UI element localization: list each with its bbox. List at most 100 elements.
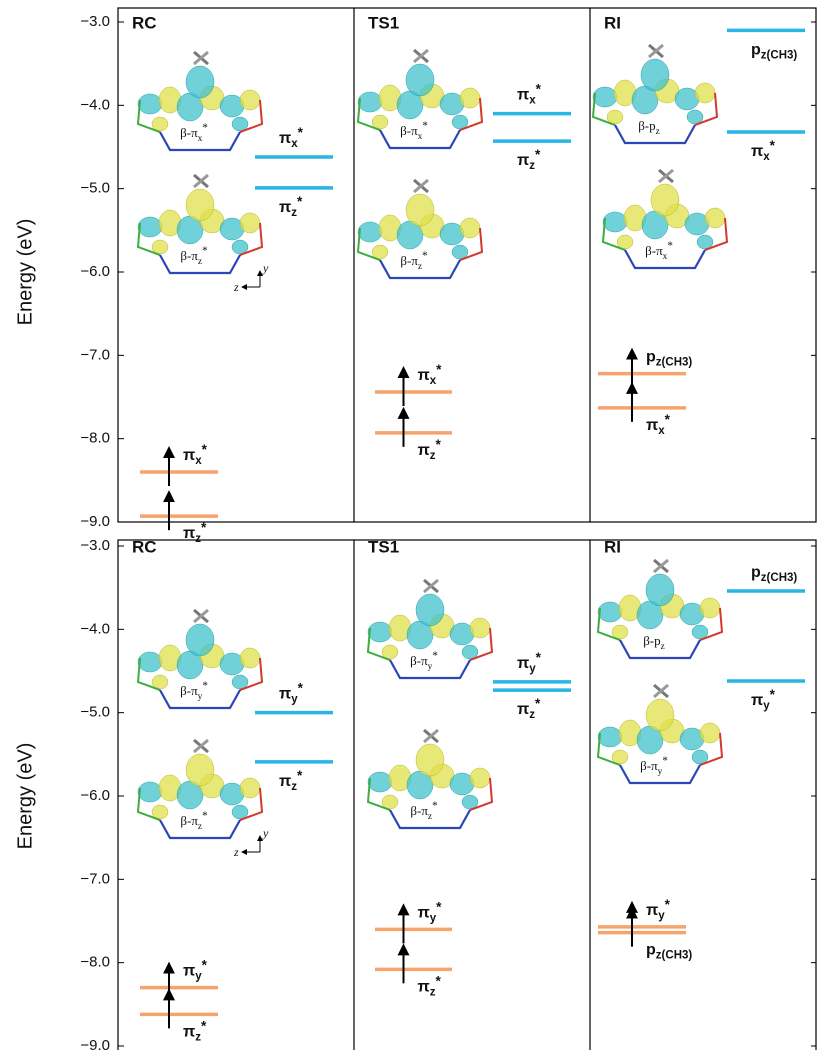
lobe: [138, 782, 162, 802]
level-label-sub: y: [195, 971, 202, 983]
level-label-sup: *: [436, 362, 442, 377]
orbital-label-sub: z: [198, 822, 202, 832]
level-label-sup: *: [535, 696, 541, 711]
level-label-sup: *: [202, 442, 208, 457]
orbital-label-sub: x: [198, 134, 203, 144]
lobe: [358, 92, 382, 112]
level-label-sup: *: [665, 411, 671, 426]
orbital-label: β-πz*: [180, 810, 207, 833]
orbital-label-sub: z: [418, 262, 422, 272]
lobe: [186, 754, 214, 786]
column-title: RI: [604, 13, 621, 32]
level-label-base: π: [183, 1024, 195, 1041]
orbital-label-base: β-p: [643, 633, 660, 648]
level-label: pz(CH3): [646, 349, 692, 369]
y-tick-label: −6.0: [80, 263, 110, 280]
lobe: [240, 648, 260, 668]
orbital-label-sup: *: [202, 810, 208, 822]
orbital-label: β-pz: [638, 118, 660, 137]
level-label-sub: y: [658, 910, 665, 922]
orbital-label: β-πz*: [400, 250, 427, 273]
y-tick-label: −7.0: [80, 346, 110, 363]
figure: Energy (eV) −3.0 −4.0 −5.0 −6.0 −7.0 −8.0 −9.0 R…: [0, 0, 817, 1050]
y-tick-label: −9.0: [80, 1037, 110, 1050]
level-label-base: p: [646, 349, 656, 366]
orbital-label-sup: *: [432, 650, 438, 662]
level-label-sup: *: [535, 147, 541, 162]
level-label-base: π: [279, 130, 291, 147]
y-tick-label: −3.0: [80, 537, 110, 554]
level-label-base: p: [646, 942, 656, 959]
lobe: [406, 64, 434, 96]
orbital-label-base: β-π: [180, 813, 198, 828]
level-label-base: π: [279, 199, 291, 216]
level-label: πx*: [751, 138, 776, 163]
level-label: πy*: [418, 899, 443, 924]
level-label-sup: *: [770, 687, 776, 702]
level-label-base: π: [517, 701, 529, 718]
level-label-sup: *: [298, 680, 304, 695]
level-label-base: π: [751, 692, 763, 709]
orbital-label-sub: z: [656, 127, 660, 137]
lobe: [470, 618, 490, 638]
lobe: [460, 218, 480, 238]
column-title: RI: [604, 537, 621, 556]
orbital-label-sub: y: [198, 692, 203, 702]
y-axis-label: Energy (eV): [14, 743, 36, 850]
level-label-sub: x: [291, 138, 298, 150]
level-label-sub: z(CH3): [761, 49, 798, 61]
level-label-base: π: [646, 902, 658, 919]
level-label-sub: z(CH3): [761, 572, 798, 584]
y-tick-label: −7.0: [80, 870, 110, 887]
orbital-label-sup: *: [202, 680, 208, 692]
level-label-sub: z: [529, 160, 535, 172]
level-label-base: π: [517, 87, 529, 104]
y-tick-label: −3.0: [80, 13, 110, 30]
y-tick-label: −5.0: [80, 180, 110, 197]
level-label-base: π: [183, 963, 195, 980]
lobe: [368, 622, 392, 642]
level-label-base: π: [517, 655, 529, 672]
level-label-base: π: [646, 417, 658, 434]
orbital-label-base: β-π: [180, 683, 198, 698]
level-label: πx*: [183, 442, 208, 467]
lobe: [646, 574, 674, 606]
y-tick-label: −8.0: [80, 430, 110, 447]
lobe: [641, 59, 669, 91]
axis-label: z: [233, 280, 239, 294]
orbital-label-sup: *: [432, 800, 438, 812]
y-axis-label: Energy (eV): [14, 219, 36, 326]
lobe: [705, 208, 725, 228]
orbital-label-sup: *: [422, 120, 428, 132]
level-label: πx*: [418, 362, 443, 387]
level-label: πy*: [751, 687, 776, 712]
orbital-label: β-πy*: [180, 680, 208, 703]
level-label-base: p: [751, 42, 761, 59]
orbital-label-base: β-π: [645, 243, 663, 258]
level-label: πz*: [418, 436, 442, 461]
level-label-sub: z(CH3): [656, 950, 693, 962]
level-label-sub: y: [291, 694, 298, 706]
level-label: πx*: [279, 125, 304, 150]
orbital-label: β-pz: [643, 633, 665, 652]
orbital-label-sup: *: [422, 250, 428, 262]
level-label-base: π: [751, 143, 763, 160]
level-label-sup: *: [536, 81, 542, 96]
lobe: [700, 723, 720, 743]
orbital-label-sup: *: [667, 240, 673, 252]
orbital-label-base: β-π: [410, 803, 428, 818]
level-label-base: π: [279, 773, 291, 790]
level-label-base: π: [279, 686, 291, 703]
axis-label: z: [233, 845, 239, 859]
lobe: [138, 652, 162, 672]
y-tick-label: −4.0: [80, 96, 110, 113]
level-label: πz*: [517, 147, 541, 172]
orbital-label-sub: y: [658, 767, 663, 777]
level-label-sup: *: [201, 520, 207, 535]
column-title: RC: [132, 537, 157, 556]
level-label-sup: *: [436, 436, 442, 451]
y-tick-label: −6.0: [80, 787, 110, 804]
level-label-base: π: [517, 152, 529, 169]
orbital-label: β-πy*: [640, 755, 668, 778]
lobe: [240, 90, 260, 110]
